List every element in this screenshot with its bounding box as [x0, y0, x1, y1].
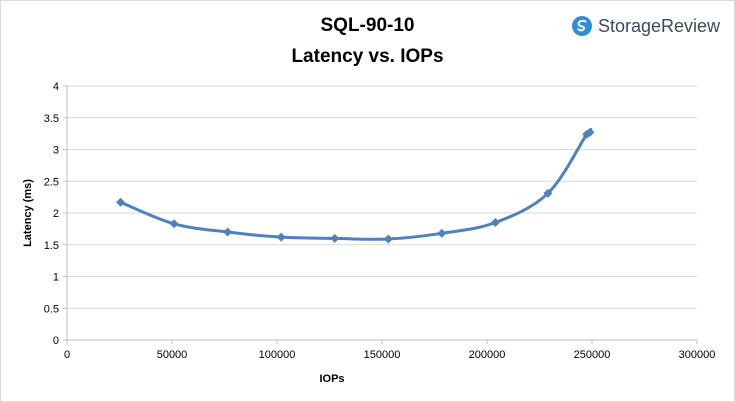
series-line-0 — [119, 127, 593, 241]
y-tick-label: 3 — [53, 145, 59, 157]
data-point-marker — [437, 228, 447, 238]
x-tick-label: 0 — [64, 349, 70, 361]
brand-watermark: StorageReview — [571, 15, 720, 37]
chart-subtitle: Latency vs. IOPs — [291, 46, 444, 67]
x-tick-label: 150000 — [364, 349, 401, 361]
y-tick-label: 1 — [53, 272, 59, 284]
y-tick-label: 4 — [53, 81, 59, 93]
data-point-marker — [223, 227, 233, 237]
storagereview-logo-icon — [571, 16, 592, 36]
data-point-marker — [585, 127, 595, 137]
x-tick-label: 100000 — [259, 349, 296, 361]
data-point-marker — [276, 232, 286, 242]
y-tick-label: 3.5 — [44, 113, 59, 125]
y-tick-label: 0.5 — [44, 303, 59, 315]
x-tick-label: 200000 — [469, 349, 506, 361]
x-tick-label: 50000 — [157, 349, 188, 361]
data-point-marker — [543, 188, 553, 198]
x-tick-label: 300000 — [679, 349, 716, 361]
y-tick-label: 2.5 — [44, 176, 59, 188]
data-point-marker — [490, 218, 500, 228]
chart-title: SQL-90-10 — [320, 15, 415, 36]
data-point-marker — [116, 197, 126, 207]
y-axis-title: Latency (ms) — [22, 179, 34, 247]
y-tick-label: 2 — [53, 208, 59, 220]
x-axis-title: IOPs — [319, 373, 344, 385]
data-point-marker — [383, 234, 393, 244]
y-tick-label: 1.5 — [44, 240, 59, 252]
data-point-marker — [169, 219, 179, 229]
brand-name: StorageReview — [597, 15, 720, 36]
y-tick-label: 0 — [53, 335, 59, 347]
data-point-marker — [330, 233, 340, 243]
x-tick-label: 250000 — [574, 349, 611, 361]
